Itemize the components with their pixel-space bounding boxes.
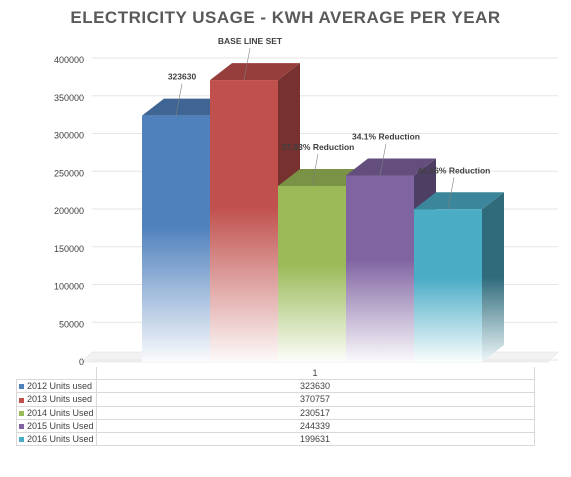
y-tick-label: 50000 — [59, 319, 84, 329]
series-value: 244339 — [95, 418, 535, 433]
data-table: 1 2012 Units used 323630 2013 Units used 37… — [16, 367, 535, 447]
series-name-cell: 2012 Units used — [16, 379, 97, 394]
bar-annotation: 37.83% Reduction — [282, 142, 355, 152]
bar-annotation: 46.16% Reduction — [418, 165, 491, 175]
y-tick-label: 300000 — [54, 131, 84, 141]
series-name: 2012 Units used — [27, 381, 93, 392]
series-name-cell: 2016 Units Used — [16, 431, 97, 447]
bar-front — [142, 115, 210, 362]
chart-title: ELECTRICITY USAGE - KWH AVERAGE PER YEAR — [70, 8, 501, 27]
category-label: 1 — [95, 367, 535, 380]
series-name-cell: 2013 Units used — [16, 392, 97, 407]
bar-5 — [414, 192, 504, 362]
series-name: 2014 Units Used — [27, 407, 94, 418]
bar-annotation: 34.1% Reduction — [352, 132, 420, 142]
legend-swatch — [19, 423, 24, 429]
annotation-leader — [379, 143, 387, 176]
series-name-cell: 2014 Units Used — [16, 405, 97, 420]
table-row: 2015 Units Used 244339 — [16, 418, 535, 433]
table-row: 2016 Units Used 199631 — [16, 431, 535, 447]
table-row: 2013 Units used 370757 — [16, 392, 535, 407]
bar-top — [142, 98, 232, 116]
series-value: 323630 — [95, 379, 535, 394]
bar-front — [414, 209, 482, 362]
bar-front — [210, 80, 278, 363]
table-row: 2014 Units Used 230517 — [16, 405, 535, 420]
bar-annotation: BASE LINE SET — [218, 36, 283, 46]
table-row: 2012 Units used 323630 — [16, 379, 535, 394]
table-category-row: 1 — [17, 367, 535, 380]
bar-front — [278, 185, 346, 362]
y-tick-label: 350000 — [54, 93, 84, 103]
legend-swatch — [19, 384, 24, 390]
legend-swatch — [19, 410, 24, 416]
series-name: 2013 Units used — [27, 394, 93, 405]
legend-swatch — [19, 397, 24, 403]
series-value: 199631 — [95, 431, 535, 447]
bar-annotation: 323630 — [168, 72, 197, 82]
bar-side — [482, 192, 504, 362]
bar-top — [278, 168, 368, 186]
bar-front — [346, 175, 414, 362]
annotation-leader — [175, 83, 183, 116]
series-name-cell: 2015 Units Used — [16, 418, 97, 433]
y-tick-label: 150000 — [54, 244, 84, 254]
y-tick-label: 200000 — [54, 206, 84, 216]
bar-top — [210, 63, 300, 81]
bar-top — [346, 158, 436, 176]
annotation-leader — [447, 177, 455, 210]
y-tick-label: 100000 — [54, 282, 84, 292]
series-value: 370757 — [95, 392, 535, 407]
annotation-leader — [243, 48, 251, 81]
y-tick-label: 250000 — [54, 168, 84, 178]
bar-top — [414, 192, 504, 210]
series-name: 2015 Units Used — [27, 420, 94, 431]
y-tick-label: 400000 — [54, 55, 84, 65]
series-value: 230517 — [95, 405, 535, 420]
legend-swatch — [19, 437, 24, 443]
y-tick-label: 0 — [79, 357, 84, 367]
series-name: 2016 Units Used — [27, 434, 94, 445]
annotation-leader — [311, 153, 319, 187]
